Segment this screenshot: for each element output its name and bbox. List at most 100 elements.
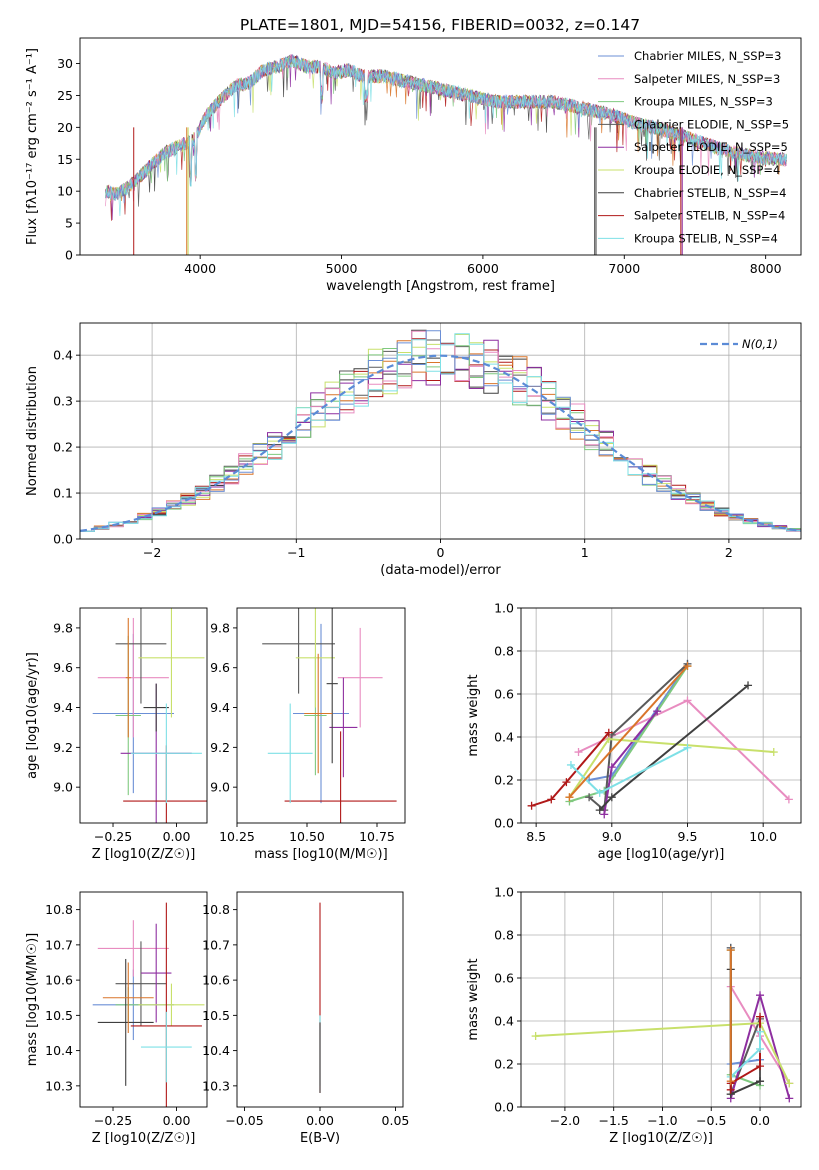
legend-entry: Chabrier MILES, N_SSP=3: [634, 49, 781, 63]
mass-weight-marker: [574, 748, 583, 757]
mass-weight-marker: [531, 1032, 540, 1041]
mass-weight-marker: [726, 946, 735, 955]
y-tick-label: 10.7: [45, 937, 73, 952]
mass_vs_Z-plot-area: [92, 902, 205, 1107]
y-tick-label: 10.5: [45, 1008, 73, 1023]
x-tick-label: 0: [437, 545, 445, 560]
legend-entry: Salpeter ELODIE, N_SSP=5: [634, 140, 788, 154]
errorbar-point: [326, 608, 338, 764]
errorbar-point: [304, 653, 333, 774]
mass-weight-marker: [585, 793, 594, 802]
y-tick-label: 10.3: [45, 1078, 73, 1093]
legend-entry: Kroupa ELODIE, N_SSP=4: [634, 163, 780, 177]
mass-weight-series: [588, 663, 689, 813]
age_vs_Z-y-axis-label: age [log10(age/yr)]: [25, 652, 40, 779]
mass-weight-marker: [566, 760, 575, 769]
mass-weight-marker: [527, 801, 536, 810]
errorbar-point: [130, 703, 202, 804]
y-tick-label: 0.0: [53, 532, 73, 547]
mass-weight-marker: [562, 778, 571, 787]
spectrum-x-axis-label: wavelength [Angstrom, rest frame]: [326, 279, 555, 294]
mass-weight-marker: [785, 1094, 794, 1103]
x-tick-label: 8000: [750, 261, 782, 276]
y-tick-label: 1.0: [494, 601, 514, 616]
y-tick-label: 0.8: [494, 928, 514, 943]
age_vs_Z-frame: [79, 607, 208, 824]
age_vs_mass-frame: [236, 607, 406, 824]
spectrum-series-line: [105, 54, 787, 217]
y-tick-label: 0.8: [494, 644, 514, 659]
mass-weight-marker: [784, 795, 793, 804]
y-tick-label: 0.1: [53, 486, 73, 501]
mass-weight-marker: [604, 728, 613, 737]
age_vs_mass-x-axis-label: mass [log10(M/M☉)]: [254, 847, 387, 862]
y-tick-label: 10.6: [45, 973, 73, 988]
y-tick-label: 10.5: [202, 1008, 230, 1023]
mass_vs_Z-frame: [79, 891, 208, 1108]
x-tick-label: 0.0: [750, 1113, 770, 1128]
mass_vs_ebv-panel: −0.05 0.00 0.05 10.3 10.4 10.5 10.6 10.7 10.8 E(B…: [202, 891, 409, 1146]
x-tick-label: −1.5: [599, 1113, 629, 1128]
y-tick-label: 0.6: [494, 687, 514, 702]
x-tick-label: −1: [287, 545, 305, 560]
y-tick-label: 10.6: [202, 973, 230, 988]
errorbar-point: [262, 608, 335, 694]
mass_vs_Z-y-axis-label: mass [log10(M/M☉)]: [25, 933, 40, 1066]
mass-weight-marker: [595, 788, 604, 797]
x-tick-label: 0.00: [163, 829, 191, 844]
mass_weight_vs_Z-panel: −2.0 −1.5 −1.0 −0.5 0.0 0.0 0.2 0.4 0.6 0.8 1.0 Z […: [466, 885, 802, 1146]
age_vs_Z-plot-area: [92, 608, 207, 823]
x-tick-label: −0.5: [696, 1113, 726, 1128]
spectrum-panel: 4000 5000 6000 7000 8000 0 5 10 15 20 25 30 waveleng…: [25, 37, 802, 294]
errorbar-point: [337, 627, 383, 728]
normal-curve: [80, 354, 801, 532]
y-tick-label: 15: [57, 152, 73, 167]
x-tick-label: 2: [725, 545, 733, 560]
y-tick-label: 10.4: [45, 1043, 73, 1058]
y-tick-label: 5: [65, 216, 73, 231]
legend-entry: N(0,1): [742, 337, 778, 351]
errorbar-point: [295, 608, 335, 708]
y-tick-label: 0.2: [494, 773, 514, 788]
mass-weight-marker: [769, 748, 778, 757]
x-tick-label: 10.50: [289, 829, 325, 844]
mass_weight_vs_Z-x-axis-label: Z [log10(Z/Z☉)]: [609, 1131, 713, 1146]
errorbar-point: [267, 703, 313, 804]
errorbar-point: [138, 983, 205, 1026]
x-tick-label: −0.05: [225, 1113, 263, 1128]
y-tick-label: 10.3: [202, 1078, 230, 1093]
legend-entry: Salpeter STELIB, N_SSP=4: [634, 209, 785, 223]
spectrum-plot-area: [105, 54, 787, 255]
mass-weight-marker: [756, 1077, 765, 1086]
y-tick-label: 0.4: [53, 348, 73, 363]
mass-weight-marker: [565, 793, 574, 802]
x-tick-label: 0.00: [306, 1113, 334, 1128]
y-tick-label: 0: [65, 248, 73, 263]
legend-entry: Chabrier ELODIE, N_SSP=5: [634, 117, 789, 131]
mass_weight_vs_Z-frame: [520, 891, 802, 1108]
mass-weight-marker: [683, 662, 692, 671]
y-tick-label: 9.6: [210, 660, 230, 675]
mass-weight-marker: [547, 795, 556, 804]
y-tick-label: 0.3: [53, 394, 73, 409]
legend-entry: Kroupa STELIB, N_SSP=4: [634, 231, 778, 245]
mass_weight_vs_age-x-axis-label: age [log10(age/yr)]: [598, 847, 725, 862]
y-tick-label: 0.0: [494, 816, 514, 831]
mass-weight-marker: [600, 810, 609, 819]
y-tick-label: 30: [57, 56, 73, 71]
mass-weight-marker: [607, 763, 616, 772]
y-tick-label: 0.4: [494, 730, 514, 745]
x-tick-label: 10.75: [359, 829, 395, 844]
mass-weight-marker: [653, 707, 662, 716]
age_vs_mass-panel: 10.25 10.50 10.75 9.0 9.2 9.4 9.6 9.8 mass [log1…: [210, 607, 406, 862]
errorbar-point: [125, 617, 131, 738]
x-tick-label: 9.0: [602, 829, 622, 844]
x-tick-label: −2: [143, 545, 161, 560]
mass-weight-series: [568, 665, 689, 798]
mass-weight-marker: [607, 793, 616, 802]
mass_vs_Z-panel: −0.25 0.00 10.3 10.4 10.5 10.6 10.7 10.8 Z [log1…: [25, 891, 208, 1146]
y-tick-label: 9.8: [53, 620, 73, 635]
errorbar-point: [143, 683, 169, 732]
y-tick-label: 10.8: [45, 902, 73, 917]
errorbar-point: [97, 617, 169, 738]
